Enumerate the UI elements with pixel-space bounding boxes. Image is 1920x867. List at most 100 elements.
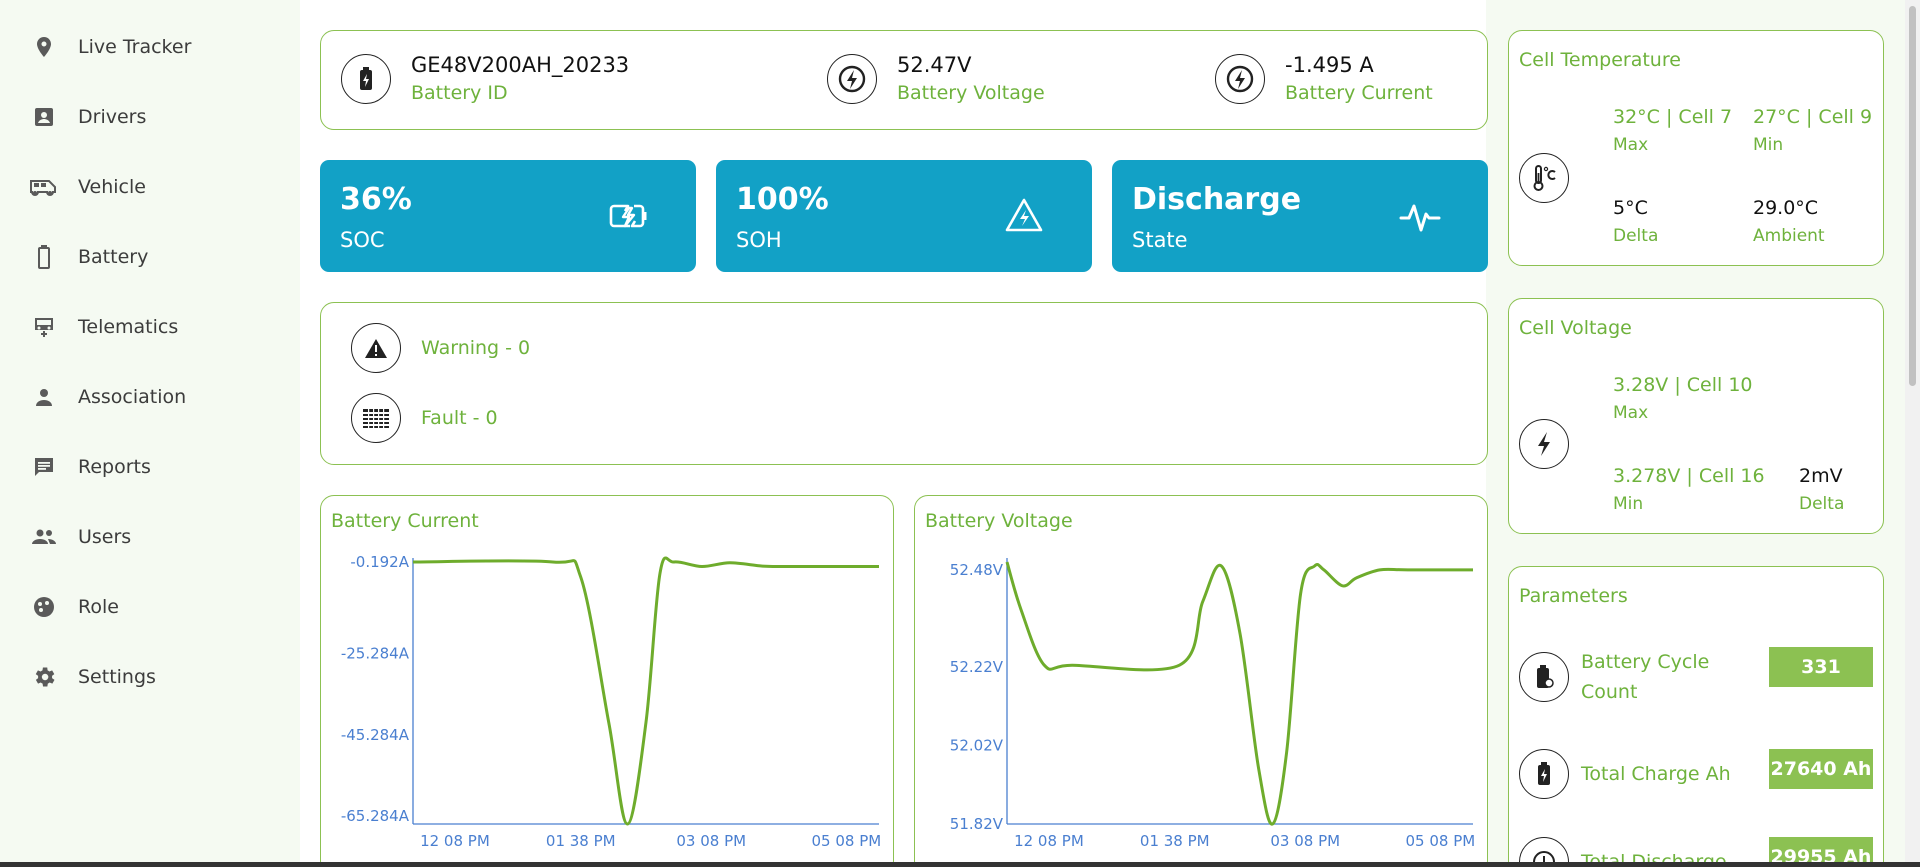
soh-value: 100% (736, 182, 829, 217)
current-chart-series-line (412, 556, 879, 826)
voltage-chart-y-tick-label: 52.02V (950, 736, 1004, 754)
param-label-total-charge: Total Charge Ah (1581, 763, 1731, 785)
temp-ambient-label: Ambient (1753, 226, 1825, 246)
soc-label: SOC (340, 228, 385, 252)
battery-id-label: Battery ID (411, 82, 508, 104)
sidebar-item-label: Telematics (78, 316, 179, 338)
sidebar-item-label: Live Tracker (78, 36, 192, 58)
warning-bolt-icon (1000, 192, 1048, 240)
voltage-chart-x-tick-label: 01 38 PM (1140, 832, 1210, 850)
battery-current-value: -1.495 A (1285, 53, 1374, 77)
voltage-max-label: Max (1613, 403, 1649, 423)
charging-battery-icon (604, 192, 652, 240)
sidebar-item-drivers[interactable]: Drivers (28, 97, 146, 137)
page-scrollbar[interactable] (1905, 0, 1920, 867)
cell-voltage-title: Cell Voltage (1519, 317, 1632, 339)
battery-current-chart-card: Battery Current -0.192A -25.284A -45.284A -… (320, 495, 894, 867)
battery-current-label: Battery Current (1285, 82, 1433, 104)
voltage-chart-y-tick-label: 52.22V (950, 658, 1004, 676)
voltage-min-value: 3.278V | Cell 16 (1613, 465, 1765, 487)
fault-grid-icon (351, 393, 401, 443)
parameters-card: Parameters Battery Cycle Count 331 Total… (1508, 566, 1884, 867)
cell-temperature-title: Cell Temperature (1519, 49, 1681, 71)
users-group-icon (28, 521, 60, 553)
gear-icon (28, 661, 60, 693)
current-chart-y-tick-label: -25.284A (341, 645, 410, 663)
param-row-total-charge: Total Charge Ah (1519, 749, 1761, 799)
sidebar-item-users[interactable]: Users (28, 517, 131, 557)
voltage-max-value: 3.28V | Cell 10 (1613, 374, 1753, 396)
temp-min-value: 27°C | Cell 9 (1753, 106, 1873, 128)
voltage-chart-x-tick-label: 03 08 PM (1270, 832, 1340, 850)
sidebar-item-label: Reports (78, 456, 151, 478)
cell-temperature-card: Cell Temperature 32°C | Cell 7 Max 27°C … (1508, 30, 1884, 266)
battery-voltage-block: 52.47V Battery Voltage (827, 51, 1045, 107)
warning-row: Warning - 0 (351, 323, 530, 373)
voltage-chart-y-tick-label: 52.48V (950, 561, 1004, 579)
battery-voltage-chart: 52.48V 52.22V 52.02V 51.82V 12 08 PM 01 38 PM… (950, 558, 1475, 850)
voltage-min-label: Min (1613, 494, 1644, 514)
warning-count: Warning - 0 (421, 337, 531, 359)
sidebar-item-vehicle[interactable]: Vehicle (28, 167, 146, 207)
voltage-chart-y-tick-label: 51.82V (950, 815, 1004, 833)
param-value-total-charge: 27640 Ah (1769, 749, 1873, 789)
battery-voltage-chart-card: Battery Voltage 52.48V 52.22V 52.02V 51.82V… (914, 495, 1488, 867)
van-icon (28, 171, 60, 203)
sidebar-item-telematics[interactable]: Telematics (28, 307, 178, 347)
current-chart-y-tick-label: -45.284A (341, 726, 410, 744)
sidebar-item-label: Vehicle (78, 176, 146, 198)
bolt-icon (1519, 419, 1569, 469)
battery-current-block: -1.495 A Battery Current (1215, 51, 1433, 107)
battery-icon (28, 241, 60, 273)
telematics-vehicle-icon (28, 311, 60, 343)
current-chart-y-tick-label: -65.284A (341, 807, 410, 825)
location-pin-icon (28, 31, 60, 63)
scrollbar-thumb[interactable] (1909, 6, 1916, 386)
temp-max-label: Max (1613, 135, 1649, 155)
temp-delta-value: 5°C (1613, 197, 1648, 219)
main-content: GE48V200AH_20233 Battery ID 52.47V Batte… (300, 0, 1884, 867)
current-chart-x-tick-label: 03 08 PM (676, 832, 746, 850)
cell-voltage-card: Cell Voltage 3.28V | Cell 10 Max 3.278V … (1508, 298, 1884, 534)
sidebar-item-battery[interactable]: Battery (28, 237, 148, 277)
soh-label: SOH (736, 228, 782, 252)
sidebar-item-label: Battery (78, 246, 149, 268)
sidebar-item-association[interactable]: Association (28, 377, 186, 417)
temp-min-label: Min (1753, 135, 1784, 155)
soh-tile: 100% SOH (716, 160, 1092, 272)
voltage-chart-x-tick-label: 12 08 PM (1014, 832, 1084, 850)
battery-info-card: GE48V200AH_20233 Battery ID 52.47V Batte… (320, 30, 1488, 130)
current-chart-y-tick-label: -0.192A (350, 553, 409, 571)
current-bolt-icon (1215, 54, 1265, 104)
sidebar-item-settings[interactable]: Settings (28, 657, 156, 697)
sidebar-item-label: Users (78, 526, 132, 548)
soc-tile: 36% SOC (320, 160, 696, 272)
sidebar-item-label: Drivers (78, 106, 147, 128)
voltage-delta-label: Delta (1799, 494, 1845, 514)
battery-current-chart-title: Battery Current (331, 510, 479, 532)
sidebar-item-reports[interactable]: Reports (28, 447, 151, 487)
voltage-chart-series-line (1005, 561, 1473, 826)
battery-id-block: GE48V200AH_20233 Battery ID (341, 51, 629, 107)
sidebar-item-live-tracker[interactable]: Live Tracker (28, 27, 191, 67)
sidebar-item-label: Settings (78, 666, 156, 688)
warning-icon (351, 323, 401, 373)
current-chart-x-tick-label: 01 38 PM (546, 832, 616, 850)
bottom-divider (0, 862, 1920, 867)
battery-voltage-value: 52.47V (897, 53, 972, 77)
sidebar-item-role[interactable]: Role (28, 587, 119, 627)
pulse-icon (1396, 192, 1444, 240)
current-chart-x-tick-label: 05 08 PM (812, 832, 882, 850)
role-palette-icon (28, 591, 60, 623)
battery-cycle-icon (1519, 652, 1569, 702)
temp-max-value: 32°C | Cell 7 (1613, 106, 1733, 128)
param-row-cycle-count: Battery Cycle Count (1519, 647, 1761, 707)
param-value-cycle-count: 331 (1769, 647, 1873, 687)
fault-row: Fault - 0 (351, 393, 498, 443)
battery-charge-icon (341, 54, 391, 104)
thermometer-celsius-icon (1519, 153, 1569, 203)
battery-current-chart: -0.192A -25.284A -45.284A -65.284A 12 08 PM 0… (341, 553, 882, 850)
state-tile: Discharge State (1112, 160, 1488, 272)
parameters-title: Parameters (1519, 585, 1628, 607)
sidebar-item-label: Association (78, 386, 187, 408)
